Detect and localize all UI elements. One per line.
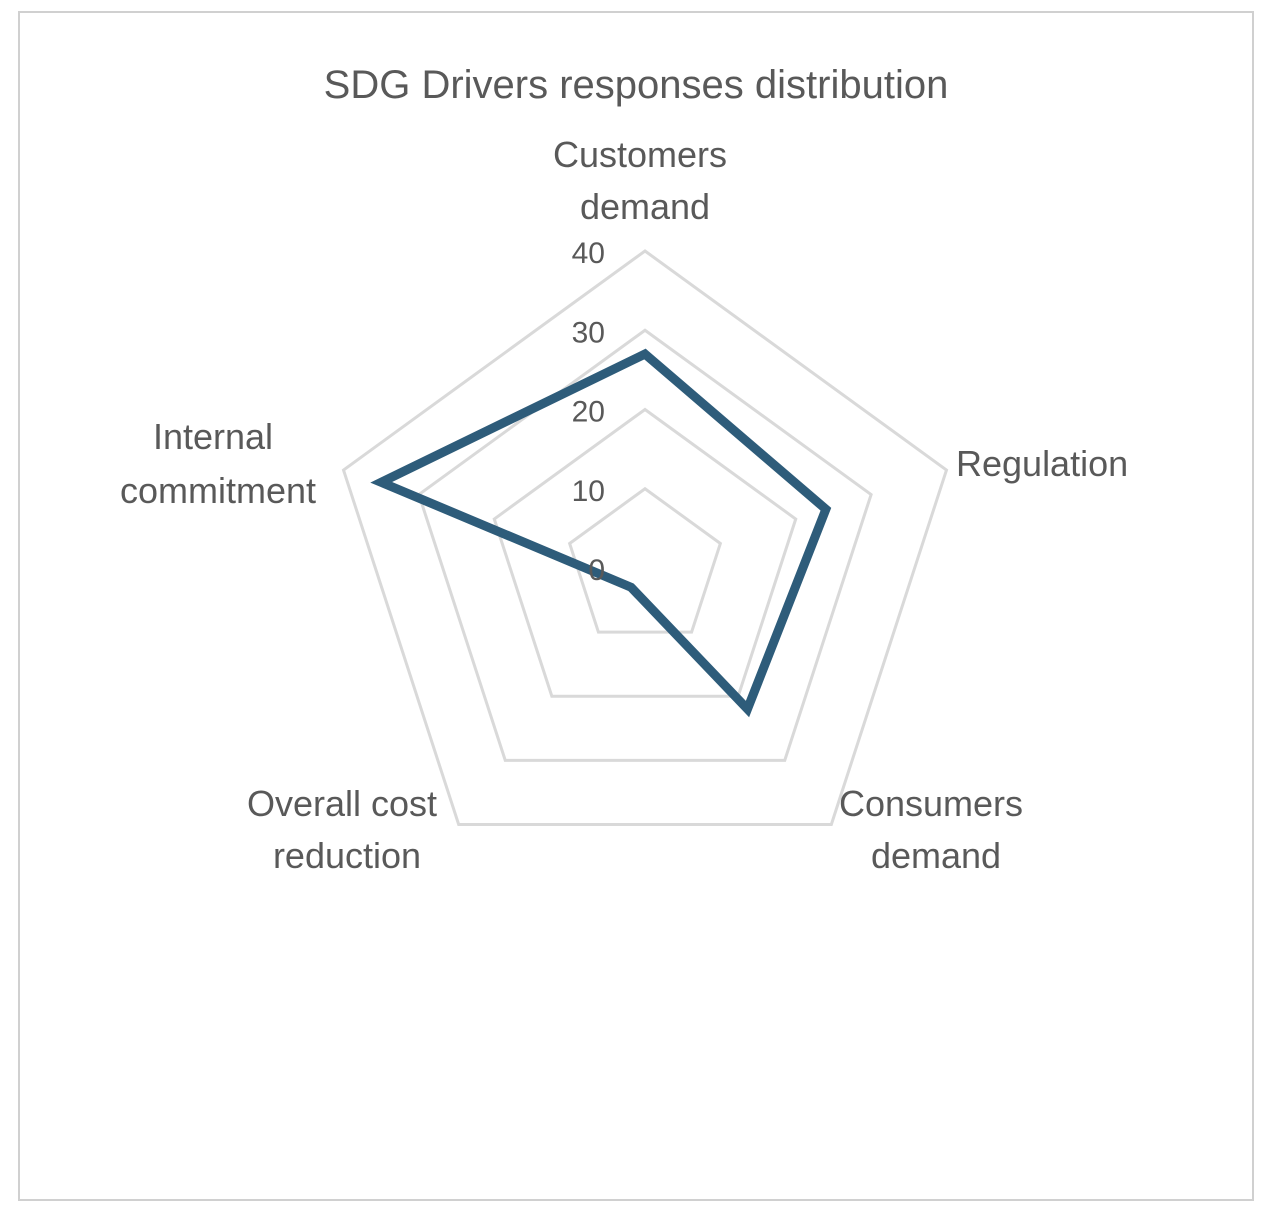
category-label-consumers-demand: Consumers demand (839, 783, 1033, 876)
chart-frame (18, 11, 1254, 1201)
tick-label-0: 0 (588, 554, 605, 587)
data-point-4 (380, 481, 383, 484)
radar-tick-labels: 0 10 20 30 40 (572, 237, 605, 587)
data-point-1 (824, 508, 827, 511)
series-line-0 (370, 348, 832, 718)
radar-grid (341, 249, 949, 826)
radar-series (370, 348, 832, 718)
category-label-overall-cost-reduction: Overall cost reduction (247, 783, 447, 876)
grid-ring-40 (341, 249, 949, 826)
tick-label-10: 10 (572, 475, 605, 508)
category-label-regulation: Regulation (956, 443, 1128, 484)
grid-ring-10 (567, 486, 723, 634)
tick-label-30: 30 (572, 316, 605, 349)
tick-label-20: 20 (572, 396, 605, 429)
data-point-3 (630, 586, 633, 589)
data-point-0 (644, 353, 646, 356)
chart-title: SDG Drivers responses distribution (324, 63, 949, 107)
grid-ring-30 (417, 328, 873, 762)
data-point-2 (746, 708, 749, 711)
category-label-internal-commitment: Internal commitment (120, 416, 316, 511)
category-label-customers-demand: Customers demand (553, 134, 737, 227)
grid-ring-20 (492, 407, 798, 698)
tick-label-40: 40 (572, 237, 605, 270)
